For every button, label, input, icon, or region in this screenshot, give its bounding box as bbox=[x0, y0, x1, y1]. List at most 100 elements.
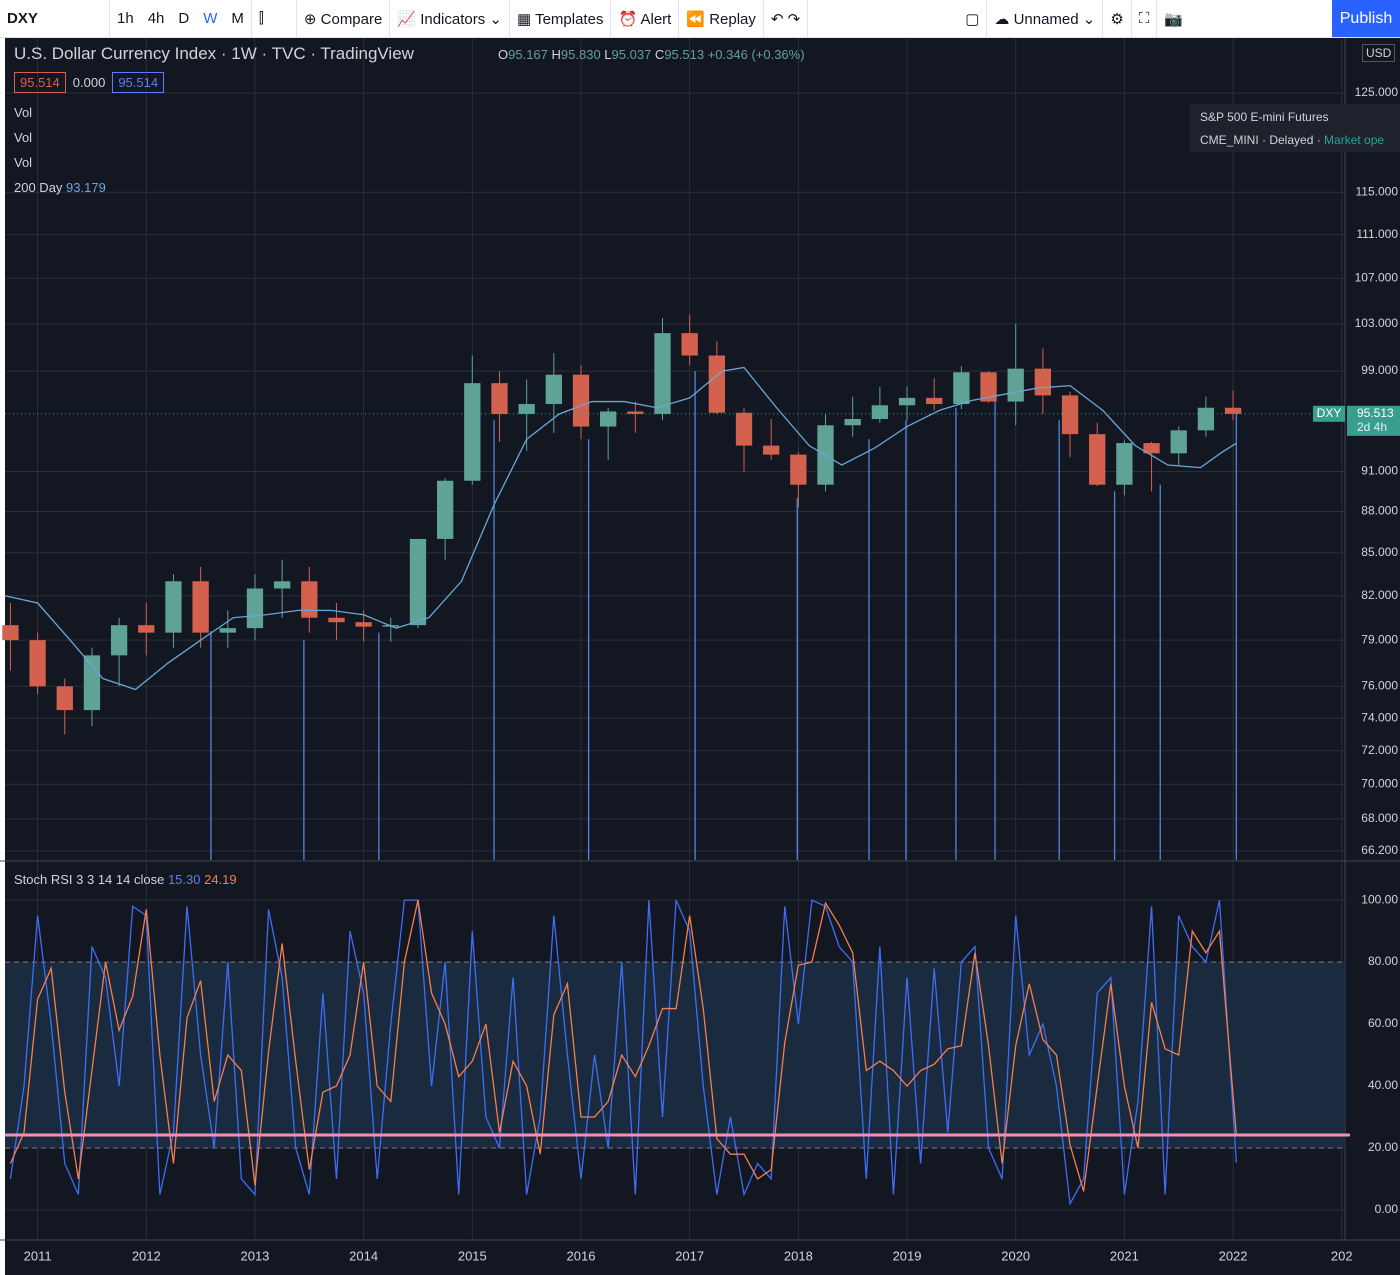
templates-button[interactable]: ▦ Templates bbox=[517, 10, 604, 28]
candle-body bbox=[436, 480, 454, 539]
candle-body bbox=[708, 355, 725, 413]
candle-body bbox=[1197, 407, 1215, 431]
change: +0.346 (+0.36%) bbox=[707, 47, 805, 62]
candle-body bbox=[56, 686, 73, 711]
interval[interactable]: M bbox=[231, 10, 244, 27]
indicator[interactable]: Vol bbox=[14, 105, 33, 120]
ma-value: 93.179 bbox=[66, 180, 106, 195]
candle-body bbox=[926, 397, 943, 405]
candle-body bbox=[1224, 407, 1242, 414]
status: Delayed bbox=[1269, 133, 1314, 147]
label: Replay bbox=[709, 10, 756, 28]
label: Indicators bbox=[420, 10, 486, 28]
candle-body bbox=[83, 655, 101, 711]
candle-body bbox=[165, 581, 182, 633]
candle-body bbox=[355, 622, 372, 627]
key: L bbox=[604, 47, 612, 62]
indicator[interactable]: Vol bbox=[14, 130, 33, 145]
settings[interactable]: ⚙ bbox=[1110, 10, 1124, 28]
price-tag bbox=[1347, 405, 1400, 436]
candle-body bbox=[681, 333, 698, 356]
x-tick-label: 2021 bbox=[1110, 1248, 1139, 1263]
indicators-button[interactable]: 📈 Indicators ⌄ bbox=[397, 10, 502, 28]
x-tick-label: 2020 bbox=[1001, 1248, 1030, 1263]
y-tick-label: 91.000 bbox=[1361, 464, 1398, 478]
price-tag-countdown: 2d 4h bbox=[1357, 420, 1387, 434]
ohlc: O95.167 H95.830 L95.037 C95.513 +0.346 (… bbox=[498, 47, 805, 62]
alert-button[interactable]: ⏰ Alert bbox=[618, 10, 672, 28]
candle-body bbox=[1061, 395, 1079, 435]
d-value: 24.19 bbox=[204, 872, 237, 887]
interval[interactable]: W bbox=[203, 10, 218, 27]
candle-body bbox=[138, 625, 155, 633]
candle-body bbox=[301, 581, 318, 618]
label: Templates bbox=[535, 10, 604, 28]
candle-body bbox=[464, 383, 481, 481]
value: 95.513 bbox=[664, 47, 705, 62]
spread: 0.000 bbox=[72, 75, 106, 90]
candle-body bbox=[871, 405, 889, 419]
y-tick-label: 72.000 bbox=[1361, 743, 1398, 757]
y-tick-label: 66.200 bbox=[1361, 843, 1398, 857]
market: Market ope bbox=[1324, 133, 1385, 147]
left-edge bbox=[0, 37, 5, 1275]
label: Unnamed bbox=[1013, 10, 1079, 28]
candle-body bbox=[491, 383, 508, 414]
chart-style[interactable]: ⫿ bbox=[258, 10, 264, 27]
y-tick-label: 76.000 bbox=[1361, 679, 1398, 693]
candle-body bbox=[273, 581, 291, 589]
symbol-overlay[interactable]: S&P 500 E-mini Futures CME_MINI · Delaye… bbox=[1190, 104, 1400, 152]
indicator[interactable]: Vol bbox=[14, 155, 33, 170]
label: Alert bbox=[640, 10, 672, 28]
candle-body bbox=[1143, 443, 1160, 454]
symbol-tag-label: DXY bbox=[1317, 406, 1342, 420]
series-line bbox=[9, 899, 1237, 1192]
candle-body bbox=[953, 372, 970, 405]
undo[interactable]: ↶ ↷ bbox=[770, 10, 801, 28]
candle-body bbox=[1116, 443, 1133, 485]
candle-body bbox=[1170, 430, 1187, 454]
layout-name[interactable]: ☁ Unnamed ⌄ bbox=[994, 10, 1096, 28]
x-tick-label: 2013 bbox=[240, 1248, 269, 1263]
value: 95.037 bbox=[611, 47, 652, 62]
compare-button[interactable]: ⊕ Compare bbox=[303, 10, 383, 28]
candle-body bbox=[219, 628, 236, 633]
x-tick-label: 2011 bbox=[24, 1248, 52, 1263]
candle-body bbox=[328, 617, 345, 623]
fullscreen[interactable]: ⛶ bbox=[1138, 10, 1150, 27]
candle-body bbox=[654, 333, 671, 414]
interval[interactable]: 1h bbox=[117, 10, 134, 27]
y-tick-label: 79.000 bbox=[1361, 632, 1398, 646]
candle-body bbox=[29, 640, 46, 687]
interval[interactable]: 4h bbox=[147, 10, 165, 27]
value: 95.830 bbox=[560, 47, 601, 62]
series-line bbox=[9, 899, 1237, 1206]
candle-body bbox=[735, 412, 753, 446]
candle-body bbox=[790, 454, 807, 485]
candle-body bbox=[763, 445, 780, 455]
x-tick-label: 2015 bbox=[458, 1248, 487, 1263]
publish-button[interactable]: Publish bbox=[1332, 0, 1400, 37]
candle-body bbox=[2, 625, 19, 641]
key: C bbox=[654, 47, 665, 62]
exchange: CME_MINI bbox=[1200, 133, 1259, 147]
y-tick-label: 82.000 bbox=[1361, 588, 1398, 602]
y-tick-label: 0.00 bbox=[1375, 1202, 1399, 1216]
candle-body bbox=[518, 404, 535, 414]
snapshot[interactable]: 📷 bbox=[1164, 10, 1184, 28]
y-tick-label: 115.000 bbox=[1356, 185, 1399, 199]
currency[interactable]: USD bbox=[1362, 44, 1396, 62]
candle-body bbox=[627, 411, 644, 414]
candle-body bbox=[898, 397, 916, 406]
symbol[interactable]: DXY bbox=[7, 10, 38, 27]
y-tick-label: 70.000 bbox=[1361, 777, 1398, 791]
y-tick-label: 20.00 bbox=[1368, 1140, 1398, 1154]
y-tick-label: 107.000 bbox=[1355, 271, 1399, 285]
layout-toggle[interactable]: ▢ bbox=[965, 10, 980, 28]
replay-button[interactable]: ⏪ Replay bbox=[686, 10, 756, 28]
candle-body bbox=[572, 374, 590, 427]
y-tick-label: 88.000 bbox=[1361, 504, 1398, 518]
series-line bbox=[4, 366, 1237, 691]
interval[interactable]: D bbox=[178, 10, 190, 27]
